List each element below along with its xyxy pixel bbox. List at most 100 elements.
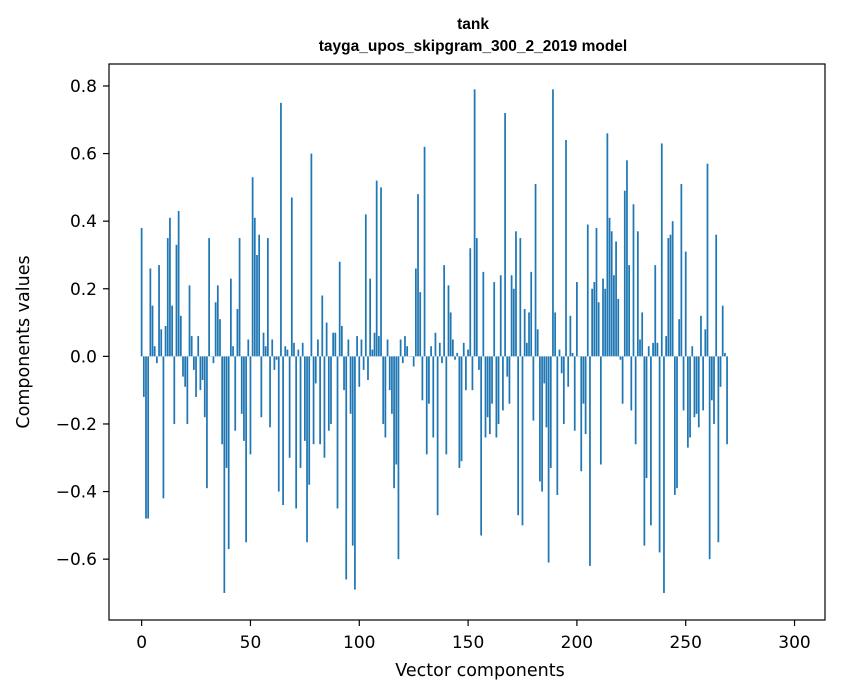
bar — [517, 356, 520, 516]
y-tick-label: 0.8 — [70, 77, 97, 97]
bar — [710, 356, 713, 401]
bar — [645, 356, 648, 479]
x-tick-label: 50 — [240, 633, 262, 653]
bar — [201, 356, 204, 381]
bar — [260, 356, 263, 418]
bar — [528, 312, 530, 357]
y-tick-label: 0.4 — [70, 212, 97, 232]
bar — [327, 356, 330, 431]
bar — [354, 356, 356, 590]
bar — [262, 332, 265, 357]
bar — [658, 356, 661, 553]
bar — [423, 146, 426, 357]
bar — [271, 339, 274, 357]
y-axis-label: Components values — [14, 255, 34, 428]
y-tick-label: −0.2 — [56, 415, 97, 435]
bar — [589, 356, 591, 566]
bar — [617, 298, 620, 357]
bar — [267, 238, 269, 357]
bar — [584, 356, 587, 435]
bar — [275, 356, 278, 360]
bar — [704, 329, 707, 357]
chart-title: tank — [457, 16, 489, 33]
bar — [179, 315, 182, 357]
bar — [493, 282, 496, 357]
bar — [251, 177, 254, 357]
bar — [717, 356, 720, 543]
bar — [393, 356, 395, 489]
bar — [571, 352, 574, 357]
bar — [230, 278, 232, 357]
bar — [478, 356, 480, 370]
bars-group — [140, 89, 728, 593]
bar — [153, 346, 156, 357]
bar — [530, 271, 533, 357]
bar — [599, 356, 602, 465]
bar — [164, 325, 167, 357]
bar — [684, 251, 687, 357]
bar — [525, 342, 528, 357]
bar — [347, 339, 350, 357]
bar — [377, 336, 380, 357]
bar — [345, 356, 348, 580]
bar — [430, 346, 432, 357]
bar — [425, 356, 428, 455]
bar — [358, 356, 361, 387]
bar — [510, 275, 513, 357]
bar — [356, 336, 358, 357]
bar — [219, 319, 221, 357]
bar — [284, 346, 287, 357]
bar — [687, 356, 689, 448]
bar — [621, 356, 624, 404]
bar — [397, 356, 400, 560]
bar — [706, 163, 709, 357]
bar — [465, 356, 467, 391]
bar — [323, 356, 326, 458]
bar — [663, 356, 665, 593]
bar — [643, 356, 646, 546]
bar — [256, 254, 258, 357]
bar — [175, 244, 178, 357]
bar — [667, 238, 670, 357]
bar — [299, 356, 302, 468]
bar — [610, 231, 613, 357]
bar — [293, 342, 295, 357]
bar — [515, 231, 517, 357]
bar — [691, 346, 694, 357]
bar — [721, 305, 724, 357]
bar — [634, 356, 637, 445]
bar — [708, 356, 711, 560]
bar — [367, 356, 369, 381]
bar — [665, 336, 667, 357]
bar — [597, 302, 600, 357]
bar — [386, 339, 389, 357]
bar — [234, 356, 237, 431]
bar — [173, 356, 176, 424]
bar — [615, 241, 617, 357]
bar — [676, 356, 678, 489]
bar — [519, 238, 522, 357]
bar — [340, 325, 343, 357]
bar — [182, 356, 184, 377]
bar — [480, 356, 483, 536]
bar — [216, 285, 219, 357]
bar — [247, 339, 250, 357]
bar — [288, 356, 291, 458]
bar — [421, 356, 424, 401]
bar — [249, 356, 252, 455]
bar — [654, 265, 657, 357]
bar — [576, 282, 578, 357]
bar — [332, 332, 335, 357]
bar — [227, 356, 230, 550]
bar — [151, 305, 154, 357]
bar — [258, 234, 261, 357]
bar — [195, 356, 197, 397]
bar — [543, 356, 546, 384]
bar — [726, 356, 728, 445]
bar — [156, 356, 158, 364]
bar — [491, 356, 493, 404]
bar — [419, 292, 422, 357]
bar — [310, 153, 313, 357]
